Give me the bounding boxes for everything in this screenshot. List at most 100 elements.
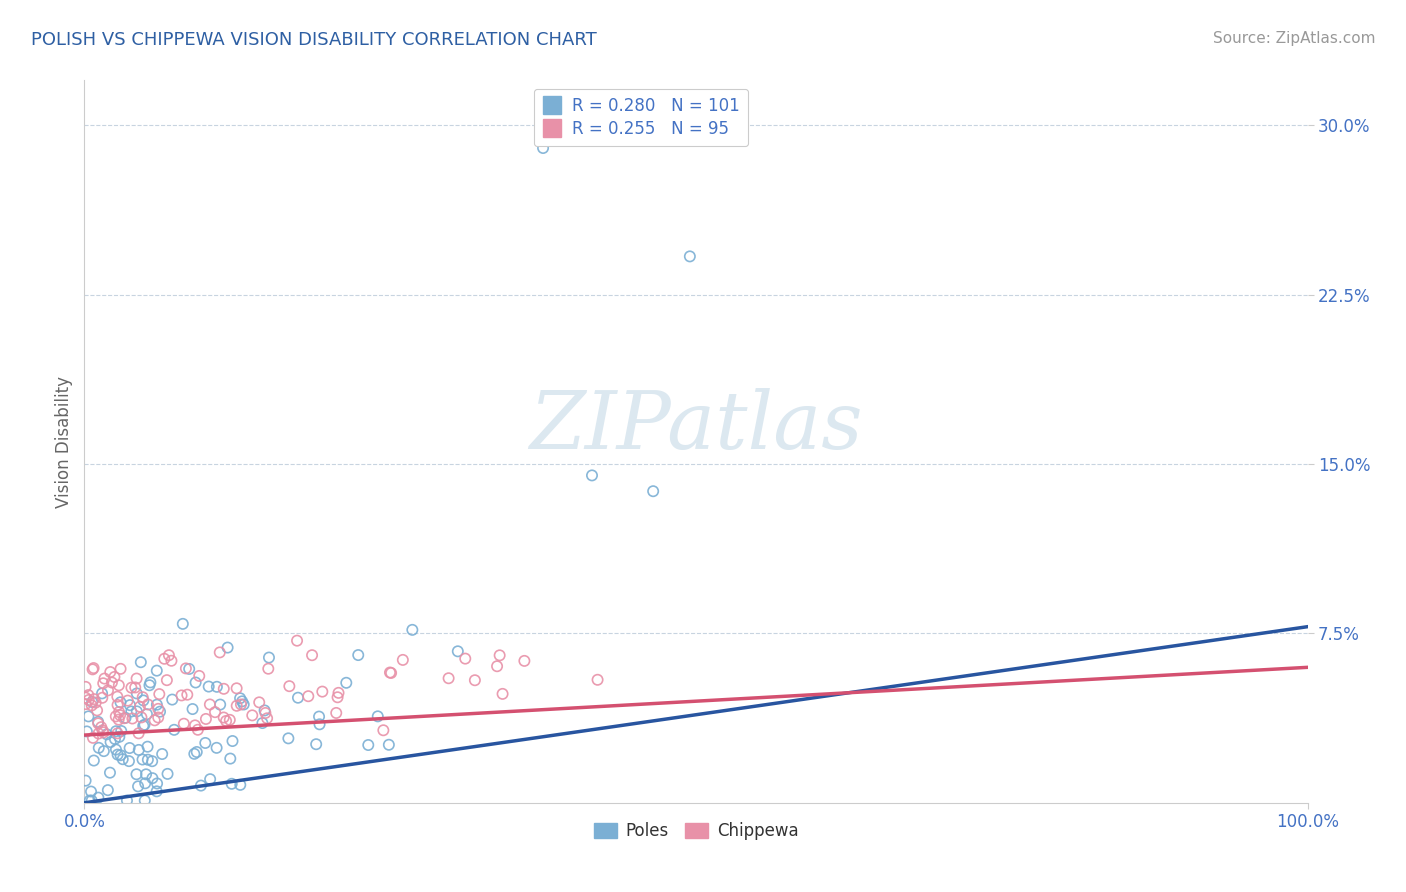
Point bbox=[108, 708, 131, 723]
Point bbox=[80, 793, 103, 807]
Point bbox=[80, 698, 103, 713]
Point bbox=[77, 709, 100, 723]
Point bbox=[134, 776, 156, 790]
Point bbox=[301, 648, 323, 663]
Text: ZIPatlas: ZIPatlas bbox=[529, 388, 863, 466]
Point bbox=[93, 744, 115, 758]
Point bbox=[209, 698, 232, 712]
Point bbox=[120, 681, 142, 695]
Point bbox=[380, 665, 402, 680]
Point bbox=[194, 736, 217, 750]
Point bbox=[91, 690, 114, 705]
Point bbox=[124, 681, 146, 695]
Point bbox=[114, 711, 136, 725]
Point bbox=[252, 716, 274, 731]
Point bbox=[231, 694, 253, 708]
Point bbox=[75, 773, 97, 788]
Point bbox=[229, 778, 252, 792]
Point bbox=[357, 738, 380, 752]
Point bbox=[87, 716, 110, 731]
Point bbox=[82, 731, 104, 745]
Point bbox=[170, 689, 193, 703]
Point bbox=[513, 654, 536, 668]
Point bbox=[132, 719, 155, 733]
Point bbox=[188, 669, 211, 683]
Point bbox=[146, 698, 169, 712]
Point bbox=[108, 705, 131, 719]
Point bbox=[131, 752, 153, 766]
Y-axis label: Vision Disability: Vision Disability bbox=[55, 376, 73, 508]
Point bbox=[184, 675, 207, 690]
Point bbox=[90, 720, 112, 734]
Point bbox=[172, 616, 194, 631]
Point bbox=[125, 705, 148, 719]
Point bbox=[163, 723, 186, 737]
Point bbox=[76, 724, 98, 739]
Point bbox=[83, 754, 105, 768]
Point bbox=[277, 731, 299, 746]
Point bbox=[75, 697, 97, 711]
Point bbox=[225, 681, 247, 696]
Point bbox=[212, 681, 235, 696]
Point bbox=[240, 708, 263, 723]
Point bbox=[136, 739, 159, 754]
Point bbox=[111, 752, 134, 766]
Point bbox=[136, 698, 159, 712]
Point bbox=[118, 698, 141, 713]
Point bbox=[101, 675, 124, 690]
Point bbox=[98, 765, 121, 780]
Point bbox=[117, 693, 139, 707]
Point bbox=[531, 141, 554, 155]
Point bbox=[378, 665, 401, 680]
Point bbox=[256, 711, 278, 725]
Point bbox=[326, 690, 349, 705]
Point bbox=[125, 767, 148, 781]
Point bbox=[187, 723, 209, 737]
Point bbox=[488, 648, 510, 663]
Point bbox=[115, 793, 138, 807]
Point bbox=[107, 726, 129, 740]
Point bbox=[186, 745, 208, 759]
Point bbox=[184, 718, 207, 732]
Point bbox=[121, 711, 143, 725]
Point bbox=[160, 654, 183, 668]
Point bbox=[139, 675, 162, 690]
Point bbox=[108, 678, 131, 692]
Point bbox=[107, 713, 129, 727]
Point bbox=[84, 696, 107, 710]
Point bbox=[120, 705, 142, 719]
Point bbox=[335, 675, 357, 690]
Point bbox=[198, 772, 221, 787]
Point bbox=[100, 735, 122, 749]
Point bbox=[104, 742, 127, 756]
Point bbox=[232, 698, 254, 712]
Point bbox=[136, 753, 159, 767]
Point bbox=[285, 633, 308, 648]
Point bbox=[97, 783, 120, 797]
Point bbox=[153, 652, 176, 666]
Point bbox=[215, 714, 238, 728]
Point bbox=[257, 662, 280, 676]
Point bbox=[135, 767, 157, 781]
Point bbox=[118, 741, 141, 756]
Text: POLISH VS CHIPPEWA VISION DISABILITY CORRELATION CHART: POLISH VS CHIPPEWA VISION DISABILITY COR… bbox=[31, 31, 596, 49]
Point bbox=[491, 687, 513, 701]
Point bbox=[150, 747, 173, 761]
Point bbox=[254, 706, 277, 720]
Point bbox=[204, 705, 226, 719]
Point bbox=[132, 693, 155, 707]
Point bbox=[208, 645, 231, 659]
Point bbox=[183, 747, 205, 761]
Point bbox=[77, 688, 100, 702]
Point bbox=[190, 779, 212, 793]
Point bbox=[328, 686, 350, 700]
Point bbox=[437, 671, 460, 685]
Point bbox=[218, 713, 240, 727]
Point bbox=[229, 691, 252, 706]
Point bbox=[83, 692, 105, 706]
Point bbox=[181, 702, 204, 716]
Point bbox=[205, 740, 228, 755]
Point bbox=[174, 661, 197, 675]
Point bbox=[221, 734, 243, 748]
Legend: Poles, Chippewa: Poles, Chippewa bbox=[586, 815, 806, 847]
